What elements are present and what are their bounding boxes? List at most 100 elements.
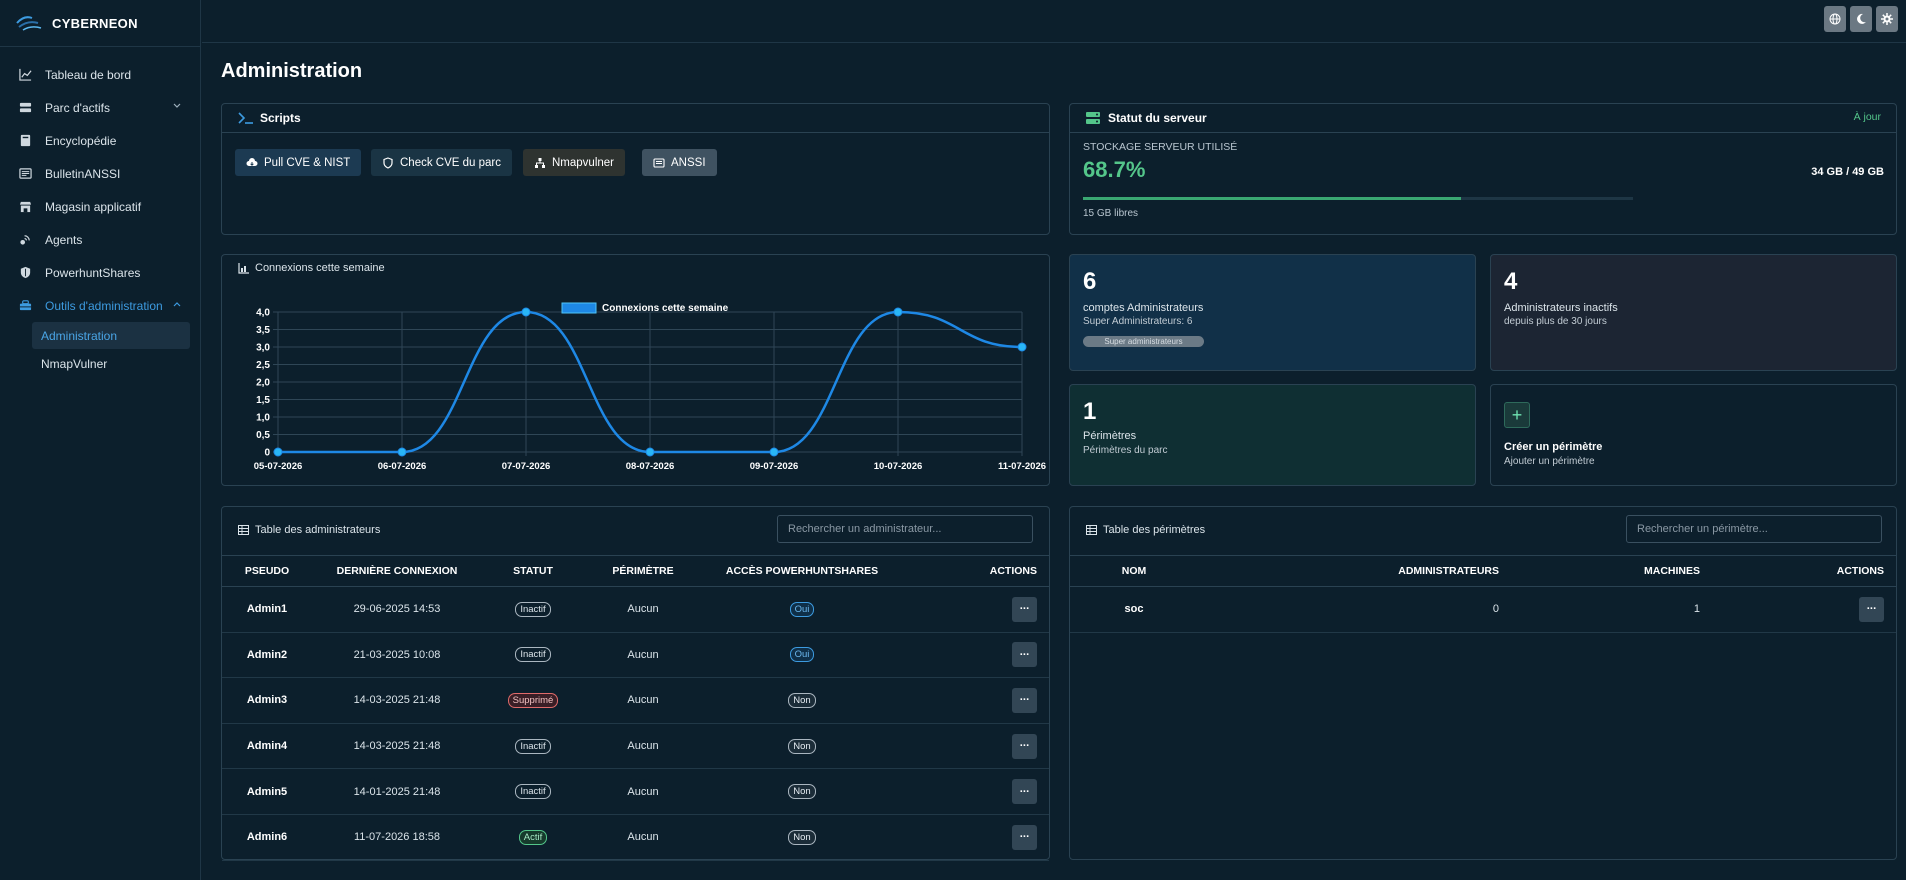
perimeters-table-card: Table des périmètres NOM ADMINISTRATEURS… <box>1069 506 1897 860</box>
admin-actions-cell: ··· <box>902 632 1049 679</box>
access-badge: Oui <box>789 647 815 663</box>
perimeter-search-input[interactable] <box>1626 515 1882 543</box>
nmapvulner-button[interactable]: Nmapvulner <box>523 149 625 176</box>
perimeters-count-card[interactable]: 1 Périmètres Périmètres du parc <box>1069 384 1476 486</box>
storage-percent: 68.7% <box>1083 157 1146 182</box>
column-header-powerhunt-access[interactable]: ACCÈS POWERHUNTSHARES <box>702 555 902 587</box>
sidebar-item-parc-actifs[interactable]: Parc d'actifs <box>0 91 200 124</box>
add-perimeter-button[interactable]: + <box>1504 402 1530 428</box>
column-header-status[interactable]: STATUT <box>482 555 584 587</box>
admin-access-cell: Oui <box>702 632 902 679</box>
admins-count-label: comptes Administrateurs <box>1083 302 1204 314</box>
row-actions-button[interactable]: ··· <box>1012 596 1037 622</box>
x-tick-label: 09-07-2026 <box>750 461 799 472</box>
theme-toggle-button[interactable] <box>1850 6 1872 32</box>
sidebar-subitem-administration[interactable]: Administration <box>32 322 190 349</box>
x-tick-label: 08-07-2026 <box>626 461 675 472</box>
data-point <box>397 447 407 457</box>
admin-access-cell: Non <box>702 723 902 770</box>
create-perimeter-card[interactable]: + Créer un périmètre Ajouter un périmètr… <box>1490 384 1897 486</box>
newspaper-icon <box>18 167 32 181</box>
y-tick-label: 2,5 <box>256 360 270 371</box>
y-tick-label: 0,5 <box>256 430 270 441</box>
row-actions-button[interactable]: ··· <box>1012 779 1037 805</box>
storage-size: 34 GB / 49 GB <box>1811 166 1884 178</box>
storage-progress-bar <box>1083 197 1633 200</box>
pull-cve-nist-label: Pull CVE & NIST <box>264 156 351 169</box>
nmapvulner-label: Nmapvulner <box>552 156 614 169</box>
admins-count: 6 <box>1083 268 1097 295</box>
network-icon <box>535 157 545 168</box>
chart-card-header: Connexions cette semaine <box>238 262 385 274</box>
row-actions-button[interactable]: ··· <box>1012 824 1037 850</box>
admin-pseudo: Admin3 <box>222 677 312 724</box>
admin-perimeter: Aucun <box>584 768 702 815</box>
legend-swatch <box>561 302 597 314</box>
chevron-down-icon[interactable] <box>172 101 182 111</box>
gear-icon <box>1881 13 1893 25</box>
language-button[interactable] <box>1824 6 1846 32</box>
inactive-admins-label: Administrateurs inactifs <box>1504 302 1618 314</box>
cyberneon-logo-icon <box>16 16 42 31</box>
check-cve-parc-label: Check CVE du parc <box>400 156 501 169</box>
settings-button[interactable] <box>1876 6 1898 32</box>
admin-actions-cell: ··· <box>902 586 1049 633</box>
row-actions-button[interactable]: ··· <box>1012 687 1037 713</box>
column-header-actions: ACTIONS <box>1700 555 1896 587</box>
cloud-download-icon <box>246 157 258 166</box>
column-header-machines[interactable]: MACHINES <box>1499 555 1700 587</box>
sidebar-item-outils-administration[interactable]: Outils d'administration <box>0 289 200 322</box>
server-status-title: Statut du serveur <box>1108 111 1207 125</box>
sidebar-item-agents[interactable]: Agents <box>0 223 200 256</box>
pull-cve-nist-button[interactable]: Pull CVE & NIST <box>235 149 362 176</box>
storage-progress-fill <box>1083 197 1461 200</box>
topbar-buttons <box>1824 6 1898 32</box>
sidebar-item-tableau-de-bord[interactable]: Tableau de bord <box>0 58 200 91</box>
admin-last-connection: 29-06-2025 14:53 <box>312 586 482 633</box>
perimeters-sub: Périmètres du parc <box>1083 445 1168 456</box>
anssi-button[interactable]: ANSSI <box>642 149 717 176</box>
row-actions-button[interactable]: ··· <box>1012 642 1037 668</box>
store-icon <box>18 200 32 214</box>
server-status-badge: À jour <box>1853 111 1881 123</box>
access-badge: Non <box>788 829 816 845</box>
page-title: Administration <box>221 60 363 82</box>
table-row: Admin4 14-03-2025 21:48 Inactif Aucun Non ··· <box>222 723 1049 770</box>
inactive-admins-card[interactable]: 4 Administrateurs inactifs depuis plus d… <box>1490 254 1897 371</box>
chevron-up-icon[interactable] <box>172 299 182 309</box>
sidebar-item-powerhuntshares[interactable]: PowerhuntShares <box>0 256 200 289</box>
admin-search-input[interactable] <box>777 515 1033 543</box>
column-header-name[interactable]: NOM <box>1070 555 1198 587</box>
column-header-pseudo[interactable]: PSEUDO <box>222 555 312 587</box>
inactive-admins-count: 4 <box>1504 268 1518 295</box>
topbar <box>202 0 1906 43</box>
check-cve-parc-button[interactable]: Check CVE du parc <box>371 149 512 176</box>
status-badge: Actif <box>518 829 548 845</box>
moon-icon <box>1857 13 1866 24</box>
admins-table-card: Table des administrateurs PSEUDO DERNIÈR… <box>221 506 1050 861</box>
admins-count-card[interactable]: 6 comptes Administrateurs Super Administ… <box>1069 254 1476 371</box>
column-header-last-connection[interactable]: DERNIÈRE CONNEXION <box>312 555 482 587</box>
sidebar-item-label: Outils d'administration <box>45 298 163 313</box>
toolbox-icon <box>18 299 32 313</box>
row-actions-button[interactable]: ··· <box>1012 733 1037 759</box>
data-point <box>645 447 655 457</box>
globe-icon <box>1829 13 1841 25</box>
sidebar-item-bulletin-anssi[interactable]: BulletinANSSI <box>0 157 200 190</box>
column-header-perimeter[interactable]: PÉRIMÈTRE <box>584 555 702 587</box>
sidebar-item-label: Tableau de bord <box>45 67 132 82</box>
admin-actions-cell: ··· <box>902 768 1049 815</box>
sidebar-subitem-nmapvulner[interactable]: NmapVulner <box>41 356 108 371</box>
terminal-icon <box>238 111 254 125</box>
admin-pseudo: Admin6 <box>222 814 312 861</box>
column-header-administrators[interactable]: ADMINISTRATEURS <box>1198 555 1499 587</box>
row-actions-button[interactable]: ··· <box>1859 596 1884 622</box>
admins-table-header: Table des administrateurs <box>238 524 380 536</box>
sidebar-item-encyclopedie[interactable]: Encyclopédie <box>0 124 200 157</box>
admin-status-cell: Actif <box>482 814 584 861</box>
sidebar-item-magasin-applicatif[interactable]: Magasin applicatif <box>0 190 200 223</box>
sidebar: CYBERNEON Tableau de bord Parc d'actifs … <box>0 0 201 880</box>
brand[interactable]: CYBERNEON <box>0 0 200 47</box>
admin-last-connection: 11-07-2026 18:58 <box>312 814 482 861</box>
sidebar-item-label: PowerhuntShares <box>45 265 141 280</box>
